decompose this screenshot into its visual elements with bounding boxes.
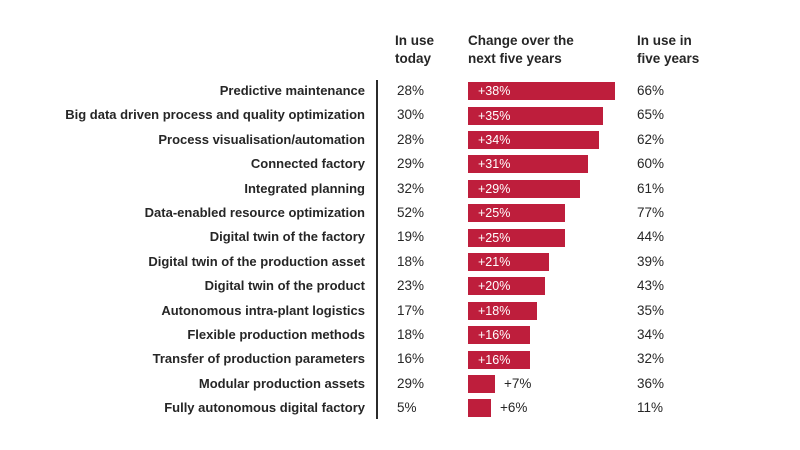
row-label: Modular production assets: [198, 375, 365, 391]
change-bar: +20%: [468, 277, 545, 296]
chart-row: Digital twin of the factory 19% +25% 44%: [0, 225, 800, 249]
in-use-in-five-years-value: 11%: [637, 400, 664, 416]
change-bar: +31%: [468, 155, 588, 174]
in-use-in-five-years-value: 32%: [637, 351, 665, 367]
change-value-label: +31%: [478, 157, 511, 172]
chart-row: Flexible production methods 18% +16% 34%: [0, 323, 800, 347]
chart-row: Transfer of production parameters 16% +16%…: [0, 347, 800, 371]
row-label: Integrated planning: [244, 180, 365, 196]
change-bar: +38%: [468, 82, 615, 101]
in-use-in-five-years-value: 62%: [637, 131, 665, 147]
in-use-in-five-years-value: 44%: [637, 229, 665, 245]
in-use-today-value: 23%: [397, 278, 425, 294]
row-label: Big data driven process and quality opti…: [65, 107, 365, 123]
row-label: Fully autonomous digital factory: [164, 400, 365, 416]
column-header-change-next-five-years: Change over the next five years: [468, 33, 574, 66]
change-bar: +21%: [468, 252, 549, 271]
chart-row: Fully autonomous digital factory 5% +6% 11%: [0, 396, 800, 420]
change-value-label: +6%: [500, 400, 528, 416]
in-use-in-five-years-value: 60%: [637, 156, 665, 172]
in-use-in-five-years-value: 65%: [637, 107, 665, 123]
row-label: Flexible production methods: [187, 327, 365, 342]
change-bar: +34%: [468, 130, 599, 149]
in-use-in-five-years-value: 34%: [637, 327, 665, 342]
change-value-label: +16%: [478, 328, 511, 343]
in-use-today-value: 18%: [397, 327, 425, 342]
change-bar: +25%: [468, 204, 565, 223]
in-use-today-value: 17%: [397, 302, 425, 318]
change-bar: +16%: [468, 326, 530, 345]
in-use-today-value: 29%: [397, 156, 425, 172]
in-use-in-five-years-value: 77%: [637, 205, 665, 220]
in-use-in-five-years-value: 66%: [637, 83, 665, 98]
chart-row: Big data driven process and quality opti…: [0, 103, 800, 127]
axis-divider-line: [376, 80, 378, 419]
change-bar: +18%: [468, 301, 537, 320]
in-use-today-value: 29%: [397, 375, 425, 391]
change-value-label: +29%: [478, 181, 511, 196]
column-header-in-use-in-five-years: In use in five years: [637, 33, 700, 66]
change-bar: [468, 374, 495, 393]
change-bar: +35%: [468, 106, 603, 125]
in-use-today-value: 19%: [397, 229, 425, 245]
change-bar: +25%: [468, 228, 565, 247]
chart-row: Connected factory 29% +31% 60%: [0, 152, 800, 176]
row-label: Process visualisation/automation: [158, 131, 365, 147]
chart-row: Data-enabled resource optimization 52% +25…: [0, 201, 800, 225]
in-use-in-five-years-value: 43%: [637, 278, 665, 294]
change-value-label: +20%: [478, 279, 511, 294]
row-label: Digital twin of the product: [204, 278, 365, 294]
chart-row: Digital twin of the production asset 18% +…: [0, 250, 800, 274]
in-use-in-five-years-value: 61%: [637, 180, 665, 196]
change-value-label: +16%: [478, 352, 511, 367]
in-use-today-value: 18%: [397, 253, 425, 269]
change-value-label: +38%: [478, 84, 511, 99]
row-label: Predictive maintenance: [219, 83, 365, 98]
change-bar: +29%: [468, 179, 580, 198]
row-label: Autonomous intra-plant logistics: [161, 302, 365, 318]
row-label: Digital twin of the production asset: [148, 253, 365, 269]
row-label: Digital twin of the factory: [209, 229, 365, 245]
change-bar: [468, 399, 491, 418]
row-label: Connected factory: [250, 156, 365, 172]
chart-row: Digital twin of the product 23% +20% 43%: [0, 274, 800, 298]
in-use-today-value: 30%: [397, 107, 425, 123]
change-value-label: +25%: [478, 206, 511, 221]
row-label: Data-enabled resource optimization: [144, 205, 365, 220]
in-use-in-five-years-value: 36%: [637, 375, 665, 391]
in-use-today-value: 28%: [397, 131, 425, 147]
in-use-today-value: 16%: [397, 351, 425, 367]
change-value-label: +7%: [504, 375, 532, 391]
chart-row: Modular production assets 29% +7% 36%: [0, 372, 800, 396]
in-use-in-five-years-value: 35%: [637, 302, 665, 318]
chart-row: Autonomous intra-plant logistics 17% +18% 3…: [0, 299, 800, 323]
chart-row: Process visualisation/automation 28% +34% 6…: [0, 128, 800, 152]
in-use-in-five-years-value: 39%: [637, 253, 665, 269]
in-use-today-value: 52%: [397, 205, 425, 220]
change-value-label: +34%: [478, 132, 511, 147]
change-value-label: +21%: [478, 254, 511, 269]
change-value-label: +35%: [478, 108, 511, 123]
row-label: Transfer of production parameters: [152, 351, 365, 367]
change-bar: +16%: [468, 350, 530, 369]
chart-row: Predictive maintenance 28% +38% 66%: [0, 79, 800, 103]
in-use-today-value: 28%: [397, 83, 425, 98]
change-value-label: +25%: [478, 230, 511, 245]
in-use-today-value: 5%: [397, 400, 417, 416]
column-header-in-use-today: In use today: [395, 33, 435, 66]
change-value-label: +18%: [478, 303, 511, 318]
in-use-today-value: 32%: [397, 180, 425, 196]
chart-row: Integrated planning 32% +29% 61%: [0, 177, 800, 201]
